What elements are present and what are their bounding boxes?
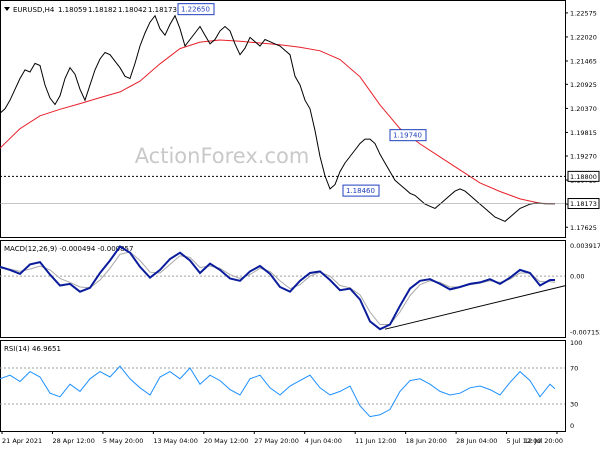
annotation-label-1: 1.19740 xyxy=(393,132,422,140)
time-tick-label-2: 5 May 20:00 xyxy=(103,437,143,445)
chart-header: EURUSD,H4 1.18059 1.18182 1.18042 1.1817… xyxy=(4,6,177,14)
level-label-box xyxy=(567,170,600,182)
macd-signal-line xyxy=(0,251,556,325)
annotation-label-2: 1.18460 xyxy=(346,187,375,195)
macd-title: MACD(12,26,9) -0.000494 -0.000857 xyxy=(4,245,133,253)
rsi-tick-label-2: 30 xyxy=(570,401,578,409)
price-tick-label-0: 1.22575 xyxy=(570,9,597,17)
last-price-label: 1.18173 xyxy=(570,200,597,208)
ohlc-high: 1.18182 xyxy=(88,6,117,14)
time-tick-label-11: 12 Jul 20:00 xyxy=(524,437,563,445)
price-tick-label-4: 1.20370 xyxy=(570,105,597,113)
moving-average-line xyxy=(0,39,556,205)
price-tick-label-2: 1.21465 xyxy=(570,57,597,65)
time-tick-label-7: 11 Jun 12:00 xyxy=(355,437,396,445)
time-tick-label-9: 28 Jun 04:00 xyxy=(456,437,497,445)
annotation-box-0 xyxy=(177,3,215,16)
time-tick-label-10: 5 Jul 12:00 xyxy=(507,437,542,445)
rsi-tick-label-1: 70 xyxy=(570,365,578,373)
macd-axis: 0.003917 0.00 -0.007152 xyxy=(0,242,600,336)
watermark: ActionForex.com xyxy=(135,144,310,168)
time-tick-label-5: 27 May 20:00 xyxy=(254,437,299,445)
ohlc-close: 1.18173 xyxy=(148,6,177,14)
price-tick-label-3: 1.20925 xyxy=(570,81,597,89)
price-tick-label-9: 1.17625 xyxy=(570,224,597,232)
rsi-line xyxy=(0,365,556,418)
annotation-box-1 xyxy=(389,129,427,142)
macd-line xyxy=(0,245,555,331)
time-tick-label-8: 18 Jun 20:00 xyxy=(406,437,447,445)
level-label: 1.18800 xyxy=(570,173,597,181)
symbol-label: EURUSD,H4 xyxy=(13,6,55,14)
rsi-tick-label-0: 100 xyxy=(570,339,582,347)
macd-tick-label-0: 0.003917 xyxy=(570,242,600,250)
time-tick-label-6: 4 Jun 04:00 xyxy=(305,437,342,445)
ohlc-open: 1.18059 xyxy=(58,6,87,14)
price-series-line xyxy=(0,14,555,222)
macd-trendline xyxy=(384,285,567,330)
price-tick-label-1: 1.22020 xyxy=(570,33,597,41)
rsi-axis: 100 70 30 0 xyxy=(0,339,582,430)
time-tick-label-4: 20 May 12:00 xyxy=(204,437,249,445)
rsi-title: RSI(14) 46.9651 xyxy=(4,345,61,353)
time-tick-label-3: 13 May 04:00 xyxy=(153,437,198,445)
macd-panel-frame xyxy=(0,240,566,338)
time-tick-label-0: 21 Apr 2021 xyxy=(2,437,42,445)
last-price-marker: 1.18173 xyxy=(0,198,600,210)
price-tick-label-5: 1.19815 xyxy=(570,129,597,137)
time-tick-label-1: 28 Apr 12:00 xyxy=(52,437,94,445)
macd-tick-label-1: 0.00 xyxy=(570,273,584,281)
rsi-tick-label-3: 0 xyxy=(570,422,574,430)
last-price-box xyxy=(567,198,600,210)
main-panel-frame xyxy=(0,0,566,238)
price-annotations: 1.22650 1.19740 1.18460 xyxy=(177,3,427,197)
time-axis: 21 Apr 2021 28 Apr 12:00 5 May 20:00 13 May… xyxy=(1,431,563,445)
annotation-box-2 xyxy=(342,184,380,197)
macd-tick-label-2: -0.007152 xyxy=(570,328,600,336)
rsi-panel-frame xyxy=(0,340,566,432)
ohlc-low: 1.18042 xyxy=(118,6,147,14)
price-tick-label-6: 1.19270 xyxy=(570,153,597,161)
dropdown-triangle-icon[interactable] xyxy=(4,7,10,11)
horizontal-level-1-18800: 1.18800 xyxy=(0,170,600,182)
annotation-label-0: 1.22650 xyxy=(181,6,210,14)
